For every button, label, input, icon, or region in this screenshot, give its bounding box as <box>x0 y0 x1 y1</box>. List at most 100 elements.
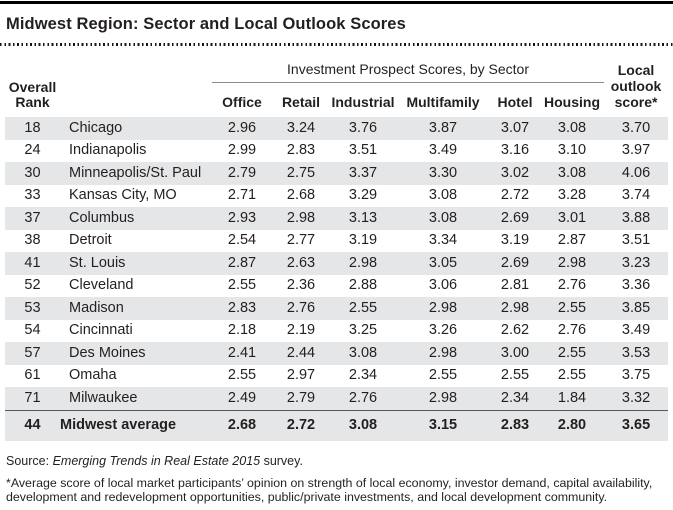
score-cell: 2.41 <box>227 344 257 361</box>
score-cell: 2.34 <box>500 389 530 406</box>
local-score-cell: 3.88 <box>621 209 651 226</box>
local-score-cell: 3.23 <box>621 254 651 271</box>
local-score-cell: 3.75 <box>621 367 651 383</box>
local-score-cell: 4.06 <box>621 164 651 181</box>
table-row: 57 Des Moines 2.41 2.44 3.08 2.98 3.00 2.55 3.53 <box>5 342 669 365</box>
table-row: 53 Madison 2.83 2.76 2.55 2.98 2.98 2.55 3.85 <box>5 297 669 320</box>
table-row: 52 Cleveland 2.55 2.36 2.88 3.06 2.81 2.76 3.36 <box>5 275 668 298</box>
local-score-cell: 3.32 <box>621 389 651 406</box>
table-row: 38 Detroit 2.54 2.77 3.19 3.34 3.19 2.87 3.51 <box>5 230 668 253</box>
score-cell: 2.76 <box>557 277 587 293</box>
score-cell: 2.55 <box>557 299 587 316</box>
score-cell: 2.55 <box>348 299 378 316</box>
score-cell: 2.72 <box>500 187 530 203</box>
score-cell: 3.05 <box>428 254 458 271</box>
score-cell: 3.08 <box>428 209 458 226</box>
score-cell: 2.98 <box>286 209 316 226</box>
rank-cell: 30 <box>24 164 41 181</box>
score-cell: 2.87 <box>557 232 587 248</box>
table-header: Overall Rank Investment Prospect Scores,… <box>5 51 668 117</box>
score-cell: 3.24 <box>286 119 316 136</box>
rank-cell: 61 <box>24 367 41 383</box>
score-cell: 3.51 <box>348 142 378 158</box>
score-cell: 2.55 <box>428 367 458 383</box>
score-cell: 2.93 <box>227 209 257 226</box>
sector-header-row: Office Retail Industrial Multifamily Hotel Ho… <box>5 83 668 118</box>
score-cell: 3.26 <box>428 322 458 338</box>
city-cell: Chicago <box>69 119 123 136</box>
score-cell: 3.08 <box>557 119 587 136</box>
score-cell: 2.88 <box>348 277 378 293</box>
footnote: *Average score of local market participa… <box>6 475 653 505</box>
table-row: 30 Minneapolis/St. Paul 2.79 2.75 3.37 3.30 3.… <box>5 162 669 185</box>
dotted-divider <box>0 43 673 46</box>
score-cell: 2.98 <box>557 254 587 271</box>
table-row: 18 Chicago 2.96 3.24 3.76 3.87 3.07 3.08 3.70 <box>5 117 669 140</box>
local-score-cell: 3.53 <box>621 344 651 361</box>
average-row-container: 44 Midwest average 2.68 2.72 3.08 3.15 2.83 2.8… <box>5 409 669 441</box>
score-cell: 2.54 <box>227 232 257 248</box>
score-cell: 2.69 <box>500 254 530 271</box>
score-cell: 2.99 <box>227 142 257 158</box>
average-row: 44 Midwest average 2.68 2.72 3.08 3.15 2.83 2.8… <box>5 409 669 441</box>
city-cell: Cincinnati <box>69 322 133 338</box>
score-cell: 3.49 <box>428 142 458 158</box>
score-cell: 2.68 <box>286 187 316 203</box>
score-cell: 2.83 <box>227 299 257 316</box>
score-cell: 3.01 <box>557 209 587 226</box>
score-cell: 3.37 <box>348 164 378 181</box>
rank-cell: 24 <box>24 142 41 158</box>
score-cell: 2.76 <box>557 322 587 338</box>
score-cell: 2.98 <box>428 299 458 316</box>
rank-cell: 41 <box>24 254 41 271</box>
city-cell: Des Moines <box>69 344 146 361</box>
scores-table: Overall Rank Investment Prospect Scores,… <box>5 51 669 441</box>
local-outlook-header: Local outlook score* <box>610 62 662 110</box>
rank-cell: 33 <box>24 187 41 203</box>
rank-cell: 37 <box>24 209 41 226</box>
page-title: Midwest Region: Sector and Local Outlook… <box>6 15 406 33</box>
score-cell: 2.75 <box>286 164 316 181</box>
score-cell: 2.97 <box>286 367 316 383</box>
local-score-cell: 3.85 <box>621 299 651 316</box>
score-cell: 2.18 <box>227 322 257 338</box>
score-cell: 2.77 <box>286 232 316 248</box>
score-cell: 2.55 <box>557 367 587 383</box>
rank-cell: 57 <box>24 344 41 361</box>
sector-header: Housing <box>544 94 601 110</box>
city-cell: Cleveland <box>69 277 134 293</box>
city-cell: Kansas City, MO <box>69 187 177 203</box>
score-cell: 3.25 <box>348 322 378 338</box>
score-cell: 3.76 <box>348 119 378 136</box>
score-cell: 2.76 <box>286 299 316 316</box>
score-cell: 3.28 <box>557 187 587 203</box>
rank-cell: 44 <box>5 409 60 441</box>
sector-header: Retail <box>281 94 321 110</box>
score-cell: 2.79 <box>227 164 257 181</box>
score-cell: 2.68 <box>212 409 272 441</box>
score-cell: 3.10 <box>557 142 587 158</box>
score-cell: 2.69 <box>500 209 530 226</box>
local-score-cell: 3.70 <box>621 119 651 136</box>
table-row: 71 Milwaukee 2.49 2.79 2.76 2.98 2.34 1.84 3.32 <box>5 387 669 410</box>
local-score-cell: 3.36 <box>621 277 651 293</box>
local-score-cell: 3.65 <box>604 409 669 441</box>
city-cell: Columbus <box>69 209 135 226</box>
city-cell: Omaha <box>69 367 117 383</box>
local-score-cell: 3.97 <box>621 142 651 158</box>
score-cell: 3.08 <box>330 409 396 441</box>
score-cell: 2.72 <box>272 409 330 441</box>
rank-cell: 53 <box>24 299 41 316</box>
sector-group-header: Investment Prospect Scores, by Sector <box>212 51 605 83</box>
score-cell: 2.55 <box>557 344 587 361</box>
score-cell: 2.98 <box>428 389 458 406</box>
rank-cell: 71 <box>24 389 41 406</box>
source-note: Source: Emerging Trends in Real Estate 2… <box>6 454 667 469</box>
score-cell: 3.07 <box>500 119 530 136</box>
city-cell: Indianapolis <box>69 142 147 158</box>
table-row: 54 Cincinnati 2.18 2.19 3.25 3.26 2.62 2.76 3.49 <box>5 320 668 343</box>
score-cell: 2.98 <box>428 344 458 361</box>
score-cell: 3.08 <box>348 344 378 361</box>
local-score-cell: 3.49 <box>621 322 651 338</box>
score-cell: 3.29 <box>348 187 378 203</box>
